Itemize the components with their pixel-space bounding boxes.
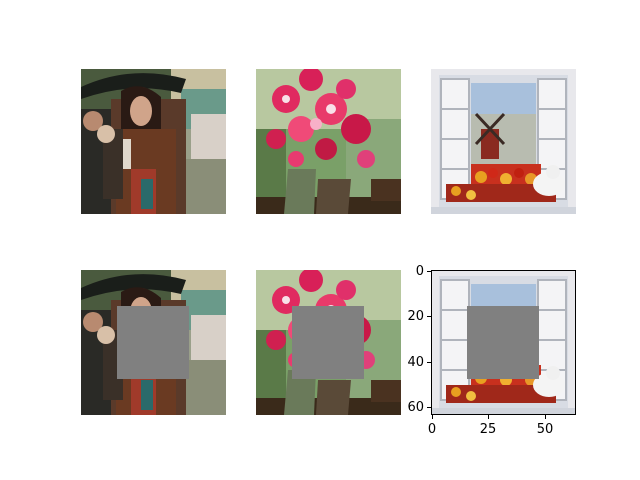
- panel-flowers-masked: [256, 270, 401, 415]
- panel-woman-masked: [81, 270, 226, 415]
- y-tick: [427, 271, 431, 272]
- y-tick: [427, 362, 431, 363]
- panel-window-masked: [431, 270, 576, 415]
- x-tick: [432, 415, 433, 419]
- woman-image: [81, 69, 226, 214]
- x-tick: [488, 415, 489, 419]
- y-tick-label: 40: [407, 355, 424, 370]
- gray-mask: [117, 306, 189, 379]
- gray-mask: [467, 306, 539, 379]
- y-tick-label: 0: [415, 264, 424, 279]
- panel-woman-original: [81, 69, 226, 214]
- gray-mask: [292, 306, 364, 379]
- panel-flowers-original: [256, 69, 401, 214]
- x-tick-label: 50: [536, 422, 554, 437]
- window-image: [431, 69, 576, 214]
- y-tick-label: 60: [407, 400, 424, 415]
- x-tick-label: 0: [427, 422, 437, 437]
- y-tick-label: 20: [407, 309, 424, 324]
- x-tick: [545, 415, 546, 419]
- flowers-image: [256, 69, 401, 214]
- y-tick: [427, 316, 431, 317]
- y-tick: [427, 407, 431, 408]
- x-tick-label: 25: [479, 422, 497, 437]
- panel-window-original: [431, 69, 576, 214]
